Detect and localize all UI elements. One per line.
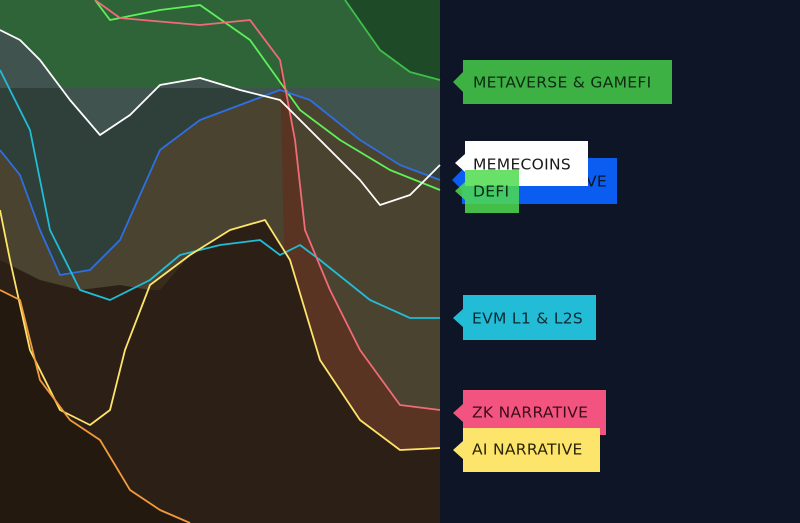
defi-line — [94, 0, 441, 191]
metaverse-line — [344, 0, 441, 81]
evm-tag: EVM L1 & L2S — [453, 295, 596, 340]
ai-line — [0, 209, 441, 451]
tag-label: DEFI — [473, 183, 509, 201]
tag-label: AI NARRATIVE — [472, 441, 583, 459]
zk-tag: ZK NARRATIVE — [453, 390, 606, 435]
dark-fill — [0, 220, 440, 523]
defi-tag: DEFI — [455, 170, 519, 213]
blue-line — [0, 89, 441, 276]
tag-label: METAVERSE & GAMEFI — [473, 74, 651, 92]
zk-line — [94, 0, 441, 411]
orange-line — [0, 289, 191, 523]
tag-box — [453, 428, 600, 472]
tag-label: MEMECOINS — [473, 156, 571, 174]
top-fill-light — [0, 0, 440, 88]
tag-box — [455, 170, 519, 213]
tag-label: ZK NARRATIVE — [472, 404, 588, 422]
evm-line — [0, 69, 440, 319]
plot-area — [0, 0, 441, 523]
orange-fill — [0, 290, 190, 523]
tag-box — [453, 60, 672, 104]
tag-box — [453, 295, 596, 340]
tag-box — [453, 390, 606, 435]
tag-label: VE — [586, 173, 607, 191]
tag-label: EVM L1 & L2S — [472, 310, 583, 328]
ai-tag: AI NARRATIVE — [453, 428, 600, 472]
memecoin-line — [0, 29, 441, 206]
metaverse-tag: METAVERSE & GAMEFI — [453, 60, 672, 104]
